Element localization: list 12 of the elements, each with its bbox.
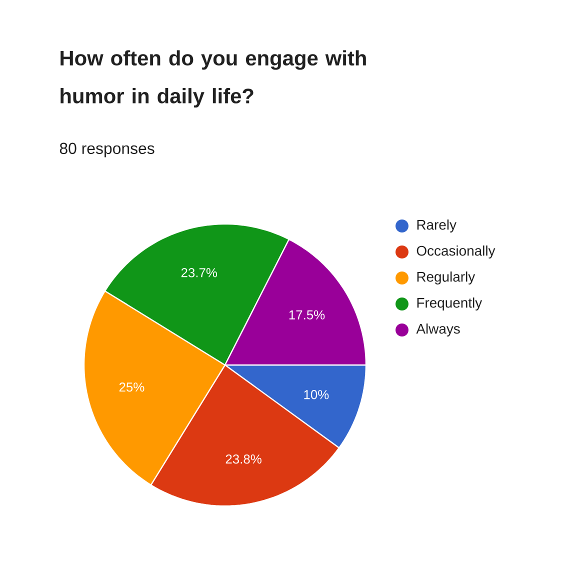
chart-title: How often do you engage with humor in daily life?: [60, 50, 366, 108]
legend-label: Regularly: [417, 271, 476, 284]
chart-subtitle: 80 responses: [60, 142, 154, 158]
data-label: 23.7%: [181, 268, 218, 278]
data-label: 17.5%: [289, 310, 325, 320]
data-label: 23.8%: [226, 454, 262, 464]
legend-label: Frequently: [417, 297, 482, 310]
legend-label: Occasionally: [416, 245, 496, 258]
data-label: 25%: [119, 382, 144, 392]
legend-label: Always: [416, 323, 460, 336]
data-label: 10%: [304, 390, 329, 400]
legend-label: Rarely: [417, 219, 456, 232]
